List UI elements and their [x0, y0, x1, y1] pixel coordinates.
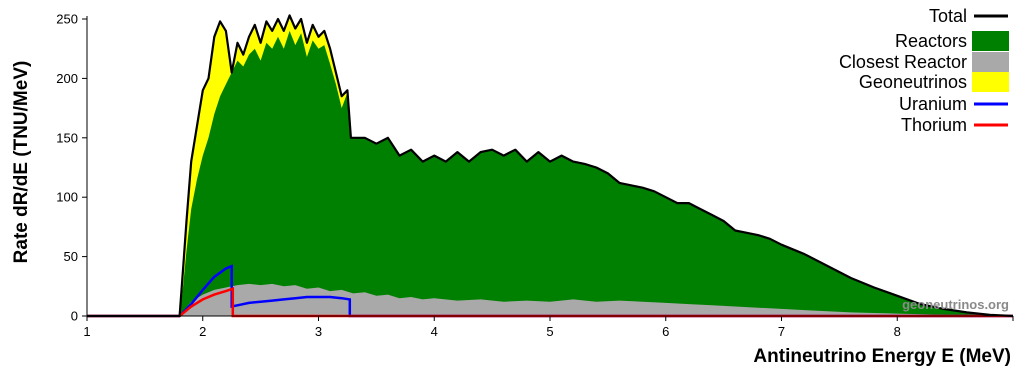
y-tick-label: 200: [56, 71, 78, 86]
x-tick-label: 8: [894, 324, 901, 339]
watermark: geoneutrinos.org: [902, 297, 1009, 312]
legend-label-reactors: Reactors: [895, 31, 967, 51]
axes: 0 50 100 150 200 250 1 2 3 4 5 6 7 8: [56, 12, 1014, 339]
y-tick-label: 50: [64, 249, 78, 264]
y-tick-label: 250: [56, 12, 78, 27]
y-tick-label: 100: [56, 190, 78, 205]
x-axis-title: Antineutrino Energy E (MeV): [753, 346, 1011, 367]
legend-swatch-closest-reactor: [972, 52, 1009, 72]
legend-swatch-geoneutrinos: [972, 72, 1009, 92]
y-tick-label: 0: [71, 309, 78, 324]
x-tick-label: 2: [199, 324, 206, 339]
x-tick-label: 5: [546, 324, 553, 339]
y-axis-title: Rate dR/dE (TNU/MeV): [11, 61, 32, 264]
y-tick-label: 150: [56, 130, 78, 145]
x-tick-label: 6: [662, 324, 669, 339]
x-tick-label: 1: [83, 324, 90, 339]
legend-label-total: Total: [929, 6, 967, 26]
legend-label-uranium: Uranium: [899, 94, 967, 114]
total-line: [87, 14, 1014, 318]
uranium-line: [87, 264, 1013, 318]
legend-label-thorium: Thorium: [901, 115, 967, 135]
x-tick-label: 4: [431, 324, 438, 339]
x-tick-label: 7: [778, 324, 785, 339]
thorium-line: [87, 286, 1013, 318]
closest-reactor-area: [87, 283, 1013, 316]
legend-label-closest-reactor: Closest Reactor: [839, 52, 967, 72]
legend-label-geoneutrinos: Geoneutrinos: [859, 72, 967, 92]
legend-swatch-reactors: [972, 31, 1009, 51]
plot-area: [87, 14, 1014, 318]
x-tick-label: 3: [315, 324, 322, 339]
